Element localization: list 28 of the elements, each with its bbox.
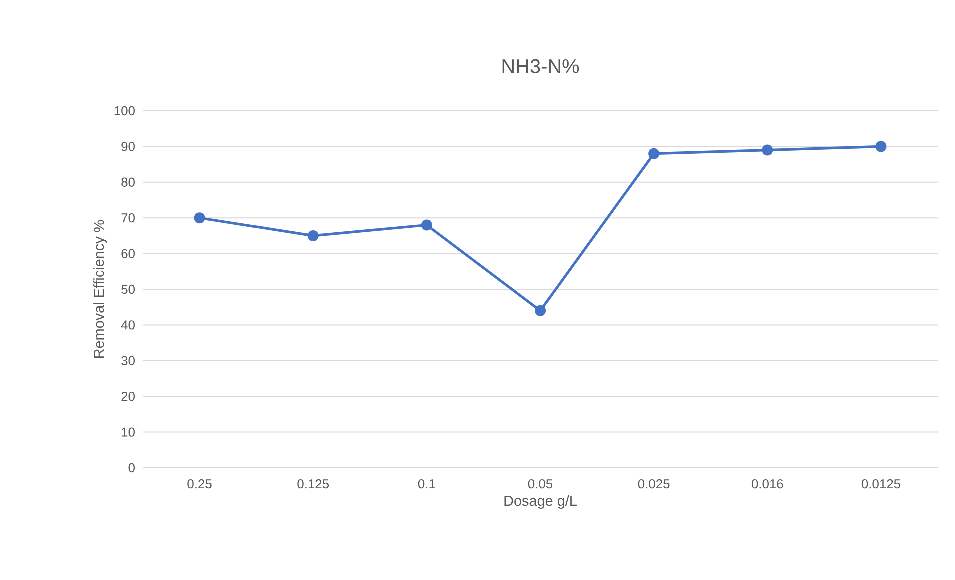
y-tick-label: 10 [122,428,135,437]
point [762,144,774,156]
y-tick-label: 30 [122,356,135,366]
x-tick-label: 0.0125 [862,480,900,489]
y-tick-label: 50 [122,284,135,294]
y-tick-label: 40 [121,320,135,330]
y-tick-label: 90 [122,142,135,152]
chart-title: NH3-N% [502,59,580,74]
point [421,220,432,231]
point [308,230,319,242]
y-tick-label: 80 [122,178,135,187]
x-tick-label: 0.016 [752,480,784,489]
x-tick-label: 0.05 [528,480,553,489]
point [535,305,546,316]
x-axis-title: Dosage g/L [504,496,577,509]
y-axis-title: Removal Efficiency % [94,220,108,358]
point [876,141,887,152]
y-tick-label: 70 [122,214,135,223]
y-tick-label: 20 [122,392,135,402]
y-tick-label: 0 [128,463,135,473]
point [194,212,206,224]
x-tick-label: 0.125 [298,480,330,489]
x-tick-label: 0.25 [188,480,212,489]
y-tick-label: 60 [122,249,135,258]
x-tick-label: 0.025 [638,480,670,489]
point [648,148,660,160]
y-tick-label: 100 [114,106,135,116]
x-tick-label: 0.1 [418,480,436,489]
